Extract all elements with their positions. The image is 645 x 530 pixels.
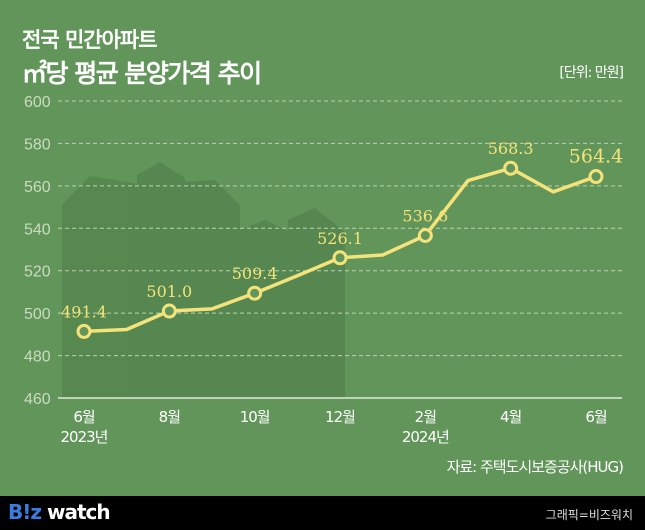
y-tick-label: 540 [24, 221, 51, 238]
x-tick-label: 6월 [73, 408, 95, 426]
y-tick-label: 600 [24, 94, 51, 111]
data-label: 536.6 [402, 206, 448, 225]
y-tick-label: 580 [24, 136, 51, 153]
y-tick-label: 500 [24, 306, 51, 323]
x-tick-label: 10월 [240, 408, 270, 426]
title-line-2: ㎡당 평균 분양가격 추이 [22, 59, 262, 88]
y-tick-label: 460 [24, 391, 51, 408]
source-note: 자료: 주택도시보증공사(HUG) [446, 458, 624, 476]
x-tick-label: 6월 [585, 408, 607, 426]
data-label: 509.4 [232, 264, 278, 283]
x-tick-year-label: 2024년 [402, 428, 449, 446]
x-tick-label: 12월 [325, 408, 355, 426]
x-tick-year-label: 2023년 [61, 428, 108, 446]
x-tick-label: 8월 [159, 408, 181, 426]
graphic-credit: 그래픽=비즈워치 [545, 508, 633, 522]
x-tick-label: 2월 [415, 408, 437, 426]
footer: B!z watch 그래픽=비즈워치 [0, 496, 645, 530]
data-point [161, 303, 177, 319]
data-point [417, 227, 433, 243]
data-point [247, 285, 263, 301]
x-tick-label: 4월 [500, 408, 522, 426]
data-label: 526.1 [317, 229, 363, 248]
title-line-1: 전국 민간아파트 [22, 28, 158, 52]
unit-label: [단위: 만원] [559, 65, 624, 81]
data-label: 491.4 [61, 302, 107, 321]
data-point [332, 250, 348, 266]
y-tick-label: 560 [24, 179, 51, 196]
line-chart: 460 480 500 520 540 560 580 600 6월 2023년 8월 10월 12월… [24, 94, 623, 446]
data-label: 564.4 [569, 146, 623, 168]
data-point [76, 323, 92, 339]
bizwatch-logo: B!z watch [8, 500, 111, 524]
data-label: 501.0 [146, 282, 192, 301]
data-label: 568.3 [488, 139, 534, 158]
data-point [503, 160, 519, 176]
y-tick-label: 520 [24, 264, 51, 281]
buildings-illustration [62, 162, 345, 398]
data-point [588, 169, 604, 185]
y-tick-label: 480 [24, 349, 51, 366]
